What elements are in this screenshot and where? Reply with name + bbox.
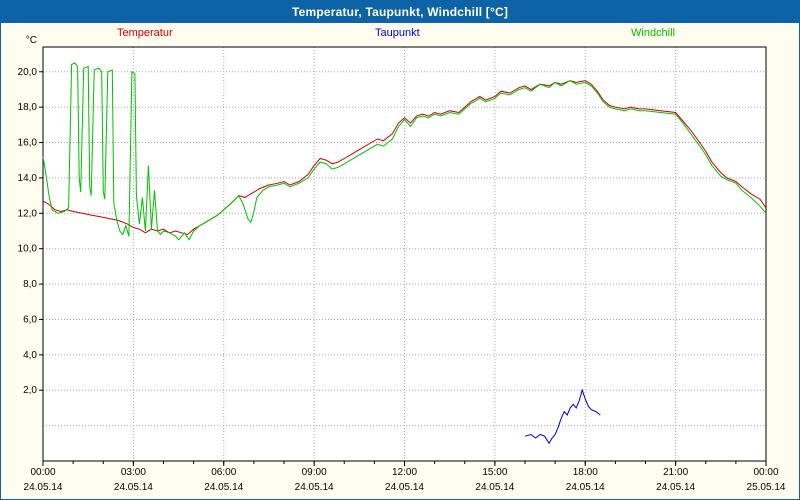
svg-text:25.05.14: 25.05.14 — [747, 482, 786, 493]
svg-text:21:00: 21:00 — [663, 467, 688, 478]
svg-text:24.05.14: 24.05.14 — [114, 482, 153, 493]
svg-text:03:00: 03:00 — [121, 467, 146, 478]
svg-text:24.05.14: 24.05.14 — [385, 482, 424, 493]
svg-text:24.05.14: 24.05.14 — [295, 482, 334, 493]
svg-text:18,0: 18,0 — [18, 102, 38, 113]
svg-text:12:00: 12:00 — [392, 467, 417, 478]
svg-text:4,0: 4,0 — [23, 350, 37, 361]
svg-text:18:00: 18:00 — [573, 467, 598, 478]
svg-text:6,0: 6,0 — [23, 314, 37, 325]
svg-text:15:00: 15:00 — [482, 467, 507, 478]
svg-text:16,0: 16,0 — [18, 138, 38, 149]
svg-text:8,0: 8,0 — [23, 279, 37, 290]
svg-text:09:00: 09:00 — [302, 467, 327, 478]
svg-text:00:00: 00:00 — [30, 467, 55, 478]
svg-text:12,0: 12,0 — [18, 208, 38, 219]
svg-text:24.05.14: 24.05.14 — [566, 482, 605, 493]
svg-text:14,0: 14,0 — [18, 173, 38, 184]
svg-text:24.05.14: 24.05.14 — [475, 482, 514, 493]
svg-text:10,0: 10,0 — [18, 244, 38, 255]
legend-windchill: Windchill — [631, 27, 676, 39]
svg-text:24.05.14: 24.05.14 — [24, 482, 63, 493]
svg-text:°C: °C — [26, 35, 37, 46]
window-title: Temperatur, Taupunkt, Windchill [°C] — [1, 1, 799, 23]
legend-taupunkt: Taupunkt — [375, 27, 420, 39]
legend-temperatur: Temperatur — [117, 27, 173, 39]
svg-text:20,0: 20,0 — [18, 67, 38, 78]
svg-text:2,0: 2,0 — [23, 385, 37, 396]
svg-text:24.05.14: 24.05.14 — [656, 482, 695, 493]
svg-text:00:00: 00:00 — [753, 467, 778, 478]
chart-legend: Temperatur Taupunkt Windchill — [1, 27, 799, 42]
svg-text:24.05.14: 24.05.14 — [204, 482, 243, 493]
svg-text:06:00: 06:00 — [211, 467, 236, 478]
